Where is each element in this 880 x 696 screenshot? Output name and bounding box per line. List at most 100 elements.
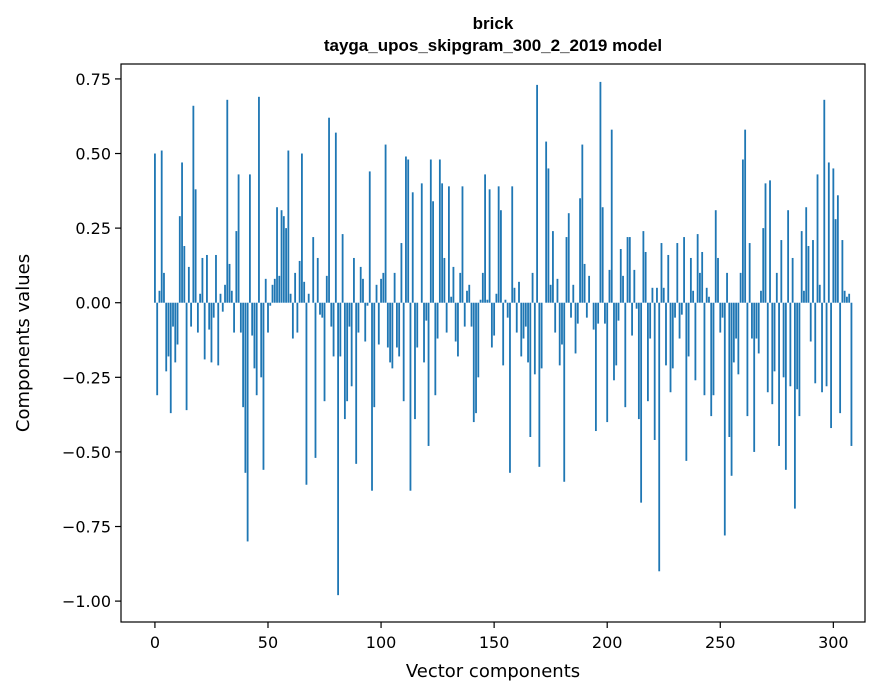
bar-274: [773, 302, 776, 372]
bar-122: [429, 159, 432, 303]
bar-136: [461, 186, 464, 303]
bar-15: [187, 266, 190, 303]
bar-290: [809, 302, 812, 342]
bar-257: [735, 302, 738, 339]
bar-287: [803, 290, 805, 303]
bar-270: [764, 183, 767, 303]
bar-143: [477, 302, 480, 378]
bar-40: [244, 302, 247, 473]
bar-123: [432, 201, 434, 303]
bar-130: [448, 186, 450, 303]
bar-165: [527, 302, 529, 363]
bar-235: [685, 302, 688, 461]
bar-297: [825, 302, 828, 387]
bar-265: [753, 302, 756, 452]
bar-106: [393, 272, 396, 303]
bar-118: [420, 183, 423, 303]
bar-60: [289, 293, 292, 303]
bar-203: [613, 302, 615, 381]
bar-230: [674, 302, 676, 318]
bar-204: [615, 302, 618, 366]
bar-145: [481, 272, 484, 303]
bar-153: [500, 210, 502, 303]
bar-17: [192, 105, 195, 303]
bar-111: [405, 156, 407, 303]
bar-187: [576, 302, 579, 324]
bar-282: [791, 257, 794, 303]
bar-244: [705, 287, 708, 303]
bar-34: [230, 290, 233, 303]
bar-214: [637, 302, 640, 420]
bar-201: [608, 269, 611, 303]
bar-137: [463, 302, 466, 327]
bar-288: [805, 207, 808, 303]
bar-8: [172, 302, 174, 327]
bar-273: [771, 302, 774, 405]
x-tick-label: 300: [818, 633, 849, 652]
bar-208: [624, 302, 627, 408]
bar-107: [395, 302, 398, 348]
bar-54: [276, 207, 278, 303]
bar-51: [269, 302, 272, 306]
bar-262: [746, 302, 749, 417]
bar-155: [504, 299, 507, 303]
bar-86: [348, 302, 351, 327]
bar-55: [278, 275, 281, 303]
y-tick-label: −0.50: [62, 443, 111, 462]
bar-226: [665, 302, 667, 366]
bar-229: [671, 302, 674, 369]
bar-59: [287, 150, 290, 303]
bar-62: [294, 272, 297, 303]
bar-19: [196, 302, 199, 333]
bar-140: [470, 302, 473, 327]
bar-305: [843, 290, 846, 303]
bar-61: [291, 302, 294, 339]
plot-frame: [120, 63, 866, 623]
bar-120: [425, 302, 428, 321]
bar-146: [484, 174, 486, 303]
bar-31: [224, 284, 226, 303]
y-axis-ticks: −1.00 −0.75 −0.50 −0.25 0.00 0.25 0.50 0.75: [62, 70, 121, 611]
y-axis-label: Components values: [13, 254, 34, 432]
bar-124: [434, 302, 437, 396]
bar-134: [457, 302, 459, 357]
bar-227: [667, 254, 670, 303]
bar-280: [787, 210, 790, 303]
bar-99: [377, 302, 380, 345]
y-tick-label: −1.00: [62, 592, 111, 611]
bar-104: [389, 302, 392, 363]
bar-13: [183, 246, 186, 303]
bar-73: [319, 302, 321, 315]
bar-101: [382, 272, 385, 303]
bar-180: [561, 302, 563, 345]
bar-56: [280, 210, 283, 303]
bar-91: [359, 266, 362, 303]
bar-261: [744, 129, 747, 303]
bar-20: [199, 293, 202, 303]
bar-197: [599, 81, 602, 303]
bar-186: [574, 302, 577, 354]
bar-184: [570, 302, 572, 318]
bar-10: [176, 302, 179, 345]
bar-7: [169, 302, 172, 414]
bar-195: [594, 302, 597, 432]
bar-38: [239, 302, 242, 333]
bar-39: [242, 302, 245, 408]
bar-93: [364, 302, 367, 342]
bar-25: [210, 302, 213, 363]
bar-236: [687, 302, 690, 357]
bar-175: [549, 284, 552, 303]
bar-85: [346, 302, 349, 402]
bar-57: [282, 216, 285, 303]
bar-219: [649, 302, 652, 339]
bar-75: [323, 302, 326, 402]
bar-284: [796, 302, 799, 390]
bar-283: [793, 302, 796, 509]
bar-154: [502, 302, 505, 366]
bar-21: [201, 257, 204, 303]
bar-119: [423, 302, 425, 363]
bar-293: [816, 174, 819, 303]
bar-224: [660, 243, 663, 303]
bar-275: [775, 272, 778, 303]
bar-84: [343, 302, 346, 420]
